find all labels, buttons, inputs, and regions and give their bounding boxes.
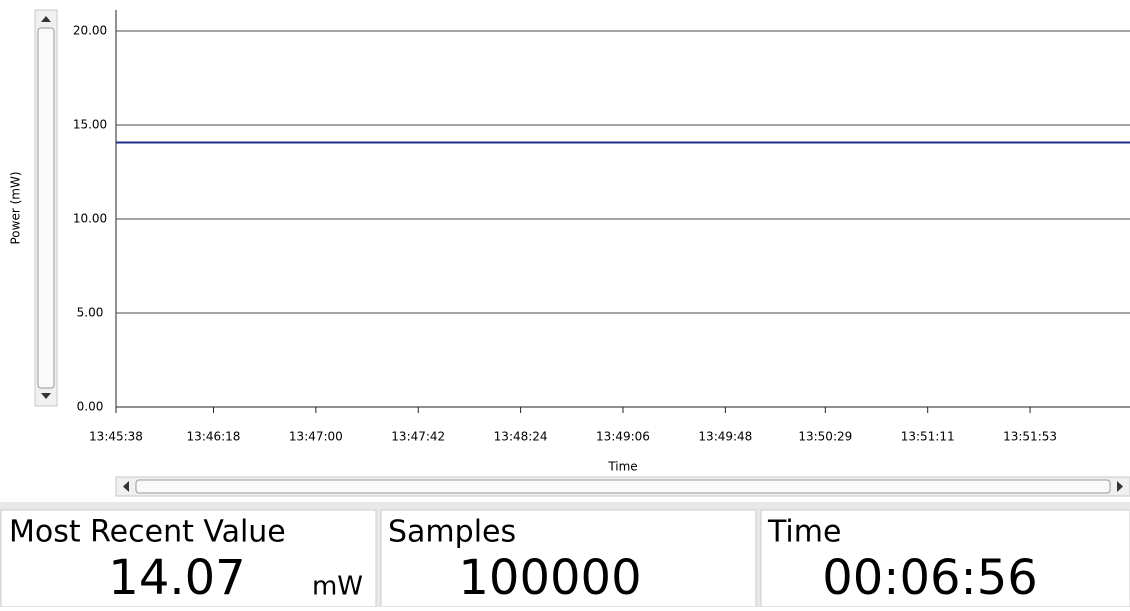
x-tick-label: 13:49:06 — [596, 430, 650, 444]
panel — [760, 509, 1130, 608]
panel-value: 00:06:56 — [822, 550, 1038, 606]
panel-value: 100000 — [458, 550, 641, 606]
y-tick-label: 5.00 — [77, 306, 104, 320]
y-tick-label: 0.00 — [77, 400, 104, 414]
x-tick-label: 13:51:53 — [1003, 430, 1057, 444]
y-tick-label: 10.00 — [73, 212, 107, 226]
x-tick-label: 13:47:00 — [289, 430, 343, 444]
panel-unit: mW — [312, 572, 363, 602]
x-tick-label: 13:45:38 — [89, 430, 143, 444]
x-axis-label: Time — [607, 460, 637, 474]
x-tick-label: 13:49:48 — [698, 430, 752, 444]
panel — [380, 509, 757, 608]
vertical-scrollbar[interactable] — [34, 9, 58, 407]
horizontal-scrollbar[interactable] — [115, 476, 1130, 497]
panel-value: 14.07 — [108, 550, 245, 606]
panel-title: Most Recent Value — [9, 515, 286, 550]
panel-title: Time — [767, 515, 841, 550]
x-tick-label: 13:50:29 — [798, 430, 852, 444]
y-tick-label: 20.00 — [73, 24, 107, 38]
y-axis-label: Power (mW) — [9, 171, 23, 244]
y-tick-label: 15.00 — [73, 118, 107, 132]
x-tick-label: 13:51:11 — [901, 430, 955, 444]
x-tick-label: 13:47:42 — [391, 430, 445, 444]
x-tick-label: 13:48:24 — [494, 430, 548, 444]
panel-title: Samples — [388, 515, 516, 550]
x-tick-label: 13:46:18 — [187, 430, 241, 444]
